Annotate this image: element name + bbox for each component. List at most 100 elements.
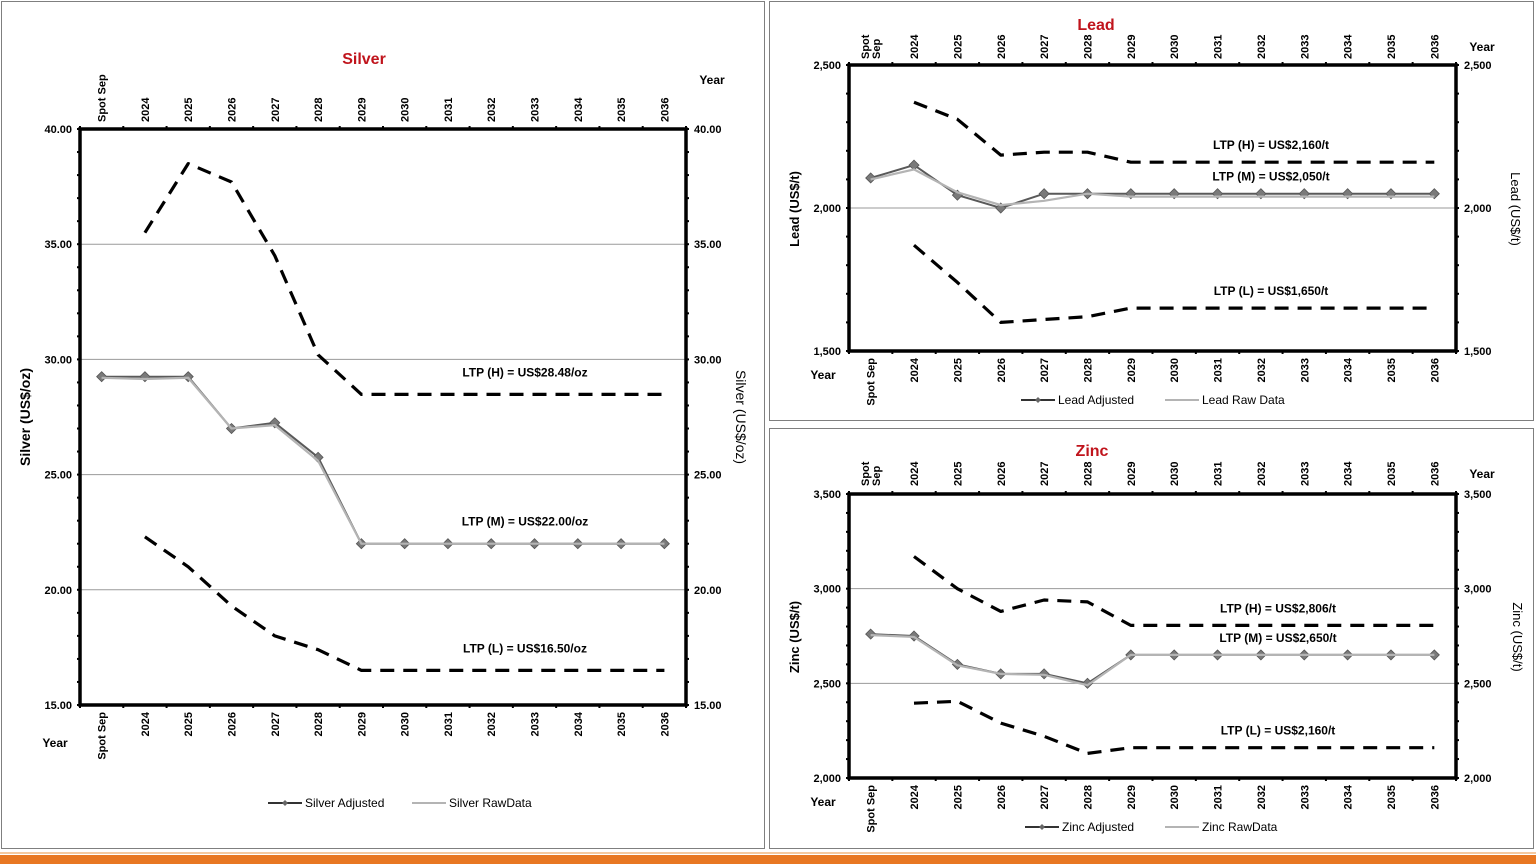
silver-x-label-bottom: 2025 [183,712,195,736]
silver-x-label-bottom: 2034 [573,711,585,736]
lead-x-label-bottom: 2032 [1256,358,1268,382]
zinc-y-axis-title-right: Zinc (US$/t) [1510,602,1525,671]
silver-x-label-top: 2026 [227,98,239,122]
lead-y-tick-label-left: 2,000 [813,203,841,215]
zinc-chart-group: Zinc 2,000 2,000 2,500 2,500 3,000 3,000 3,500 3… [787,443,1525,834]
silver-y-tick-label-left: 30.00 [44,354,72,366]
silver-x-label-bottom: 2029 [356,712,368,736]
silver-chart-group: Silver 15.00 15.00 20.00 20.00 25.00 25.00 30.0… [17,51,749,810]
lead-x-label-top: 2028 [1082,35,1094,59]
lead-x-label-bottom: 2033 [1299,358,1311,382]
lead-x-label-top: 2032 [1256,35,1268,59]
silver-y-tick-label-right: 30.00 [694,354,722,366]
zinc-x-label-top: 2032 [1256,462,1268,486]
silver-y-tick-label-left: 40.00 [44,124,72,136]
lead-raw-overlay-line [870,168,1435,206]
lead-year-label-bottom: Year [810,368,836,382]
zinc-x-label-top: 2029 [1126,462,1138,486]
lead-x-label-bottom: 2026 [996,358,1008,382]
zinc-x-label-top: 2028 [1082,462,1094,486]
zinc-ltp-annotation: LTP (M) = US$2,650/t [1219,631,1336,645]
zinc-x-label-top: 2027 [1039,462,1051,486]
lead-chart-panel: Lead 1,500 1,500 2,000 2,000 2,500 2,500 Spot Se… [769,1,1534,421]
zinc-series-zinc-adjusted-line [870,633,1435,685]
zinc-x-label-bottom: 2029 [1126,785,1138,809]
zinc-x-label-top: 2030 [1169,462,1181,486]
zinc-chart: Zinc 2,000 2,000 2,500 2,500 3,000 3,000 3,500 3… [787,443,1525,834]
lead-ltp-annotation: LTP (L) = US$1,650/t [1214,284,1329,298]
silver-x-label-top: 2036 [659,98,671,122]
silver-x-label-bottom: Spot Sep [97,712,109,760]
zinc-x-label-bottom: 2034 [1343,784,1355,809]
zinc-series-ltp-h-line [913,555,1435,627]
silver-y-tick-label-right: 35.00 [694,239,722,251]
silver-x-label-top: 2024 [140,97,152,122]
silver-plot-frame [78,127,688,707]
lead-x-label-bottom: 2030 [1169,358,1181,382]
lead-y-tick-label-left: 2,500 [813,60,841,72]
lead-ltp-annotation: LTP (H) = US$2,160/t [1213,138,1329,152]
silver-legend-label: Silver Adjusted [305,796,384,810]
zinc-legend-swatch-marker [1039,824,1045,830]
zinc-x-label-bottom: 2025 [952,785,964,809]
zinc-x-label-top: 2033 [1299,462,1311,486]
footer-accent-line [0,852,1536,854]
lead-x-label-bottom: 2024 [909,357,921,382]
lead-title: Lead [1077,17,1114,34]
silver-x-label-bottom: 2027 [270,712,282,736]
silver-x-label-bottom: 2028 [313,712,325,736]
zinc-year-label-top: Year [1469,467,1495,481]
lead-x-label-top: 2033 [1299,35,1311,59]
silver-chart: Silver 15.00 15.00 20.00 20.00 25.00 25.00 30.0… [17,51,749,810]
zinc-series-zinc-rawdata-line [870,634,1435,687]
silver-y-tick-label-left: 25.00 [44,470,72,482]
silver-ltp-annotation: LTP (M) = US$22.00/oz [462,515,589,529]
zinc-series-ltp-l-line [913,699,1435,755]
silver-y-axis-title-right: Silver (US$/oz) [733,370,749,464]
silver-x-label-bottom: 2032 [486,712,498,736]
zinc-x-label-bottom: 2024 [909,784,921,809]
silver-x-label-top: 2027 [270,98,282,122]
silver-y-tick-label-left: 35.00 [44,239,72,251]
lead-x-label-top: 2036 [1429,35,1441,59]
zinc-x-label-bottom: 2033 [1299,785,1311,809]
zinc-y-tick-label-left: 2,000 [813,773,841,785]
lead-y-tick-label-right: 2,500 [1464,60,1492,72]
lead-x-label-bottom: 2036 [1429,358,1441,382]
silver-x-label-top: 2028 [313,98,325,122]
silver-legend-label: Silver RawData [449,796,532,810]
lead-year-label-top: Year [1469,40,1495,54]
lead-x-label-bottom: Spot Sep [866,358,878,406]
zinc-x-label-top: 2031 [1213,462,1225,486]
silver-x-label-bottom: 2026 [227,712,239,736]
zinc-year-label-bottom: Year [810,795,836,809]
lead-legend-label: Lead Raw Data [1202,393,1285,407]
lead-series-lead-adjusted-marker [865,172,877,184]
zinc-raw-overlay-line [870,634,1435,686]
zinc-x-label-top: 2035 [1386,462,1398,486]
silver-series-ltp-l-line [143,535,665,672]
silver-y-tick-label-left: 20.00 [44,585,72,597]
silver-x-label-top: Spot Sep [97,74,109,122]
lead-x-label-top: 2035 [1386,35,1398,59]
zinc-y-tick-label-left: 3,000 [813,584,841,596]
silver-series-silver-adjusted-marker [139,371,151,383]
silver-x-label-top: 2030 [400,98,412,122]
silver-x-label-bottom: 2024 [140,711,152,736]
zinc-y-tick-label-right: 2,500 [1464,678,1492,690]
lead-series-ltp-l-line [912,243,1435,324]
silver-x-label-top: 2033 [530,98,542,122]
zinc-x-label-top: 2036 [1429,462,1441,486]
zinc-x-label-bottom: 2030 [1169,785,1181,809]
zinc-x-label-bottom: Spot Sep [866,785,878,833]
zinc-x-label-bottom: 2027 [1039,785,1051,809]
silver-series-ltp-h-line [143,162,665,396]
zinc-y-tick-label-right: 3,000 [1464,584,1492,596]
silver-y-tick-label-right: 20.00 [694,585,722,597]
zinc-plot-frame [847,492,1458,780]
silver-x-label-top: 2032 [486,98,498,122]
zinc-ltp-annotation: LTP (H) = US$2,806/t [1220,601,1336,615]
silver-x-label-top: 2035 [616,98,628,122]
lead-series-lead-adjusted-line [870,164,1435,210]
zinc-series-zinc-adjusted-marker [865,628,877,640]
